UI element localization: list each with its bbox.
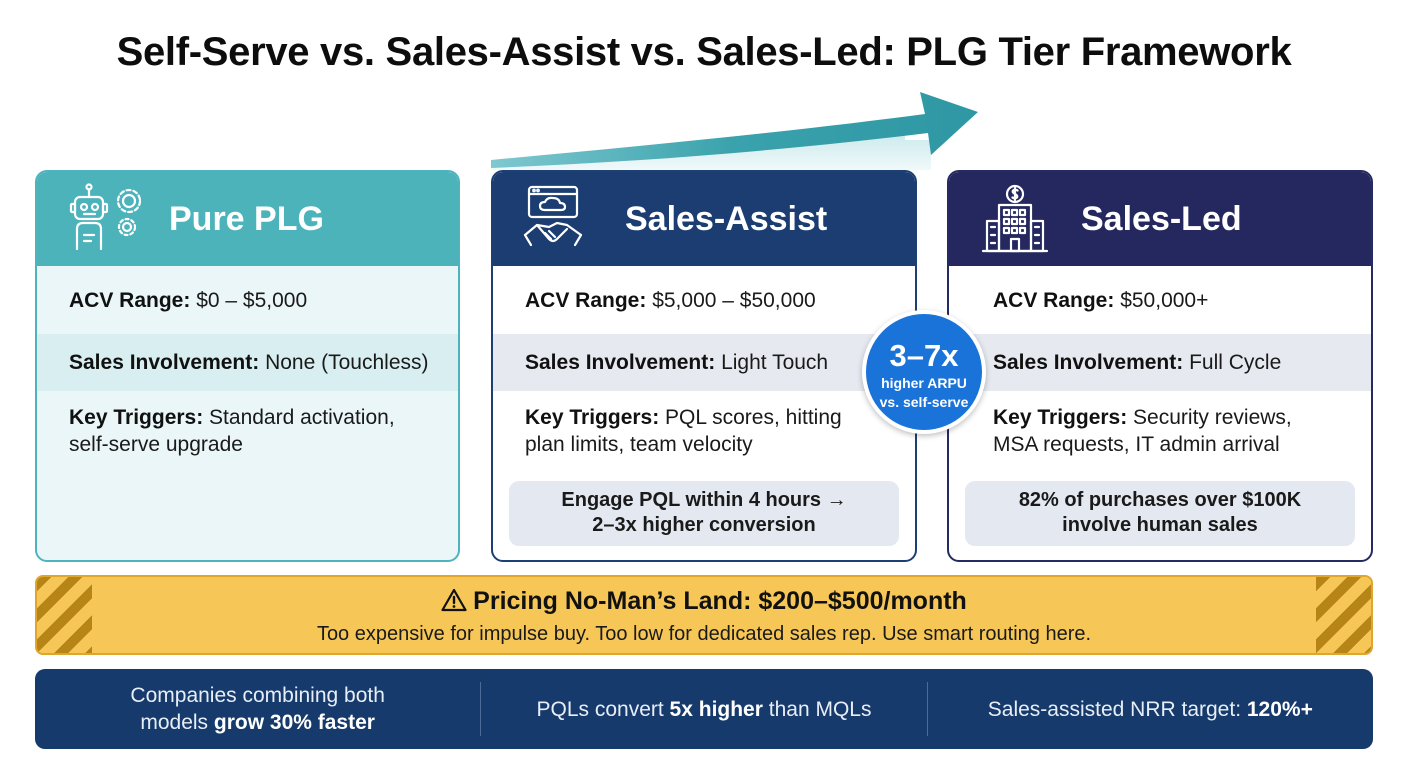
badge-line-1: higher ARPU (881, 375, 967, 391)
tier-card-pure-plg: Pure PLG ACV Range: $0 – $5,000 Sales In… (35, 170, 460, 562)
warning-triangle-icon (441, 588, 467, 612)
stats-footer: Companies combining both models grow 30%… (35, 669, 1373, 749)
hazard-stripes-left (37, 577, 92, 653)
pricing-warning-banner: Pricing No-Man’s Land: $200–$500/month T… (35, 575, 1373, 655)
sales-involvement: Sales Involvement: None (Touchless) (37, 334, 458, 391)
tier-callout: Engage PQL within 4 hours → 2–3x higher … (509, 481, 899, 546)
tier-card-sales-led: Sales-Led ACV Range: $50,000+ Sales Invo… (947, 170, 1373, 562)
stat-pql-conversion: PQLs convert 5x higher than MQLs (536, 697, 872, 721)
tier-title: Sales-Assist (625, 199, 828, 238)
acv-range: ACV Range: $0 – $5,000 (69, 288, 308, 312)
badge-line-2: vs. self-serve (879, 394, 969, 410)
acv-range: ACV Range: $5,000 – $50,000 (525, 288, 816, 312)
tier-title: Pure PLG (169, 199, 324, 238)
warning-title: Pricing No-Man’s Land: $200–$500/month (37, 587, 1371, 616)
divider (480, 682, 482, 736)
sales-involvement: Sales Involvement: Light Touch (493, 334, 915, 391)
tier-callout: 82% of purchases over $100K involve huma… (965, 481, 1355, 546)
tier-card-sales-assist: Sales-Assist ACV Range: $5,000 – $50,000… (491, 170, 917, 562)
badge-multiplier: 3–7x (889, 338, 959, 373)
robot-gears-icon (69, 183, 142, 251)
sales-involvement: Sales Involvement: Full Cycle (949, 334, 1371, 391)
key-triggers: Key Triggers: Standard activation, self-… (69, 406, 395, 456)
warning-subtitle: Too expensive for impulse buy. Too low f… (316, 623, 1092, 645)
key-triggers: Key Triggers: Security reviews, MSA requ… (993, 406, 1292, 456)
hazard-stripes-right (1316, 577, 1371, 653)
arpu-badge: 3–7x higher ARPU vs. self-serve (862, 310, 986, 434)
tier-header: Pure PLG (37, 172, 458, 266)
divider (926, 682, 928, 736)
tier-header: Sales-Assist (493, 172, 915, 266)
stat-growth: Companies combining both models grow 30%… (130, 684, 385, 734)
cloud-handshake-icon (523, 185, 583, 247)
enterprise-building-icon (981, 184, 1049, 253)
tier-header: Sales-Led (949, 172, 1371, 266)
page-title: Self-Serve vs. Sales-Assist vs. Sales-Le… (116, 30, 1292, 74)
acv-range: ACV Range: $50,000+ (993, 288, 1209, 312)
key-triggers: Key Triggers: PQL scores, hitting plan l… (525, 406, 842, 456)
tier-title: Sales-Led (1081, 199, 1242, 238)
stat-nrr-target: Sales-assisted NRR target: 120%+ (987, 697, 1313, 721)
